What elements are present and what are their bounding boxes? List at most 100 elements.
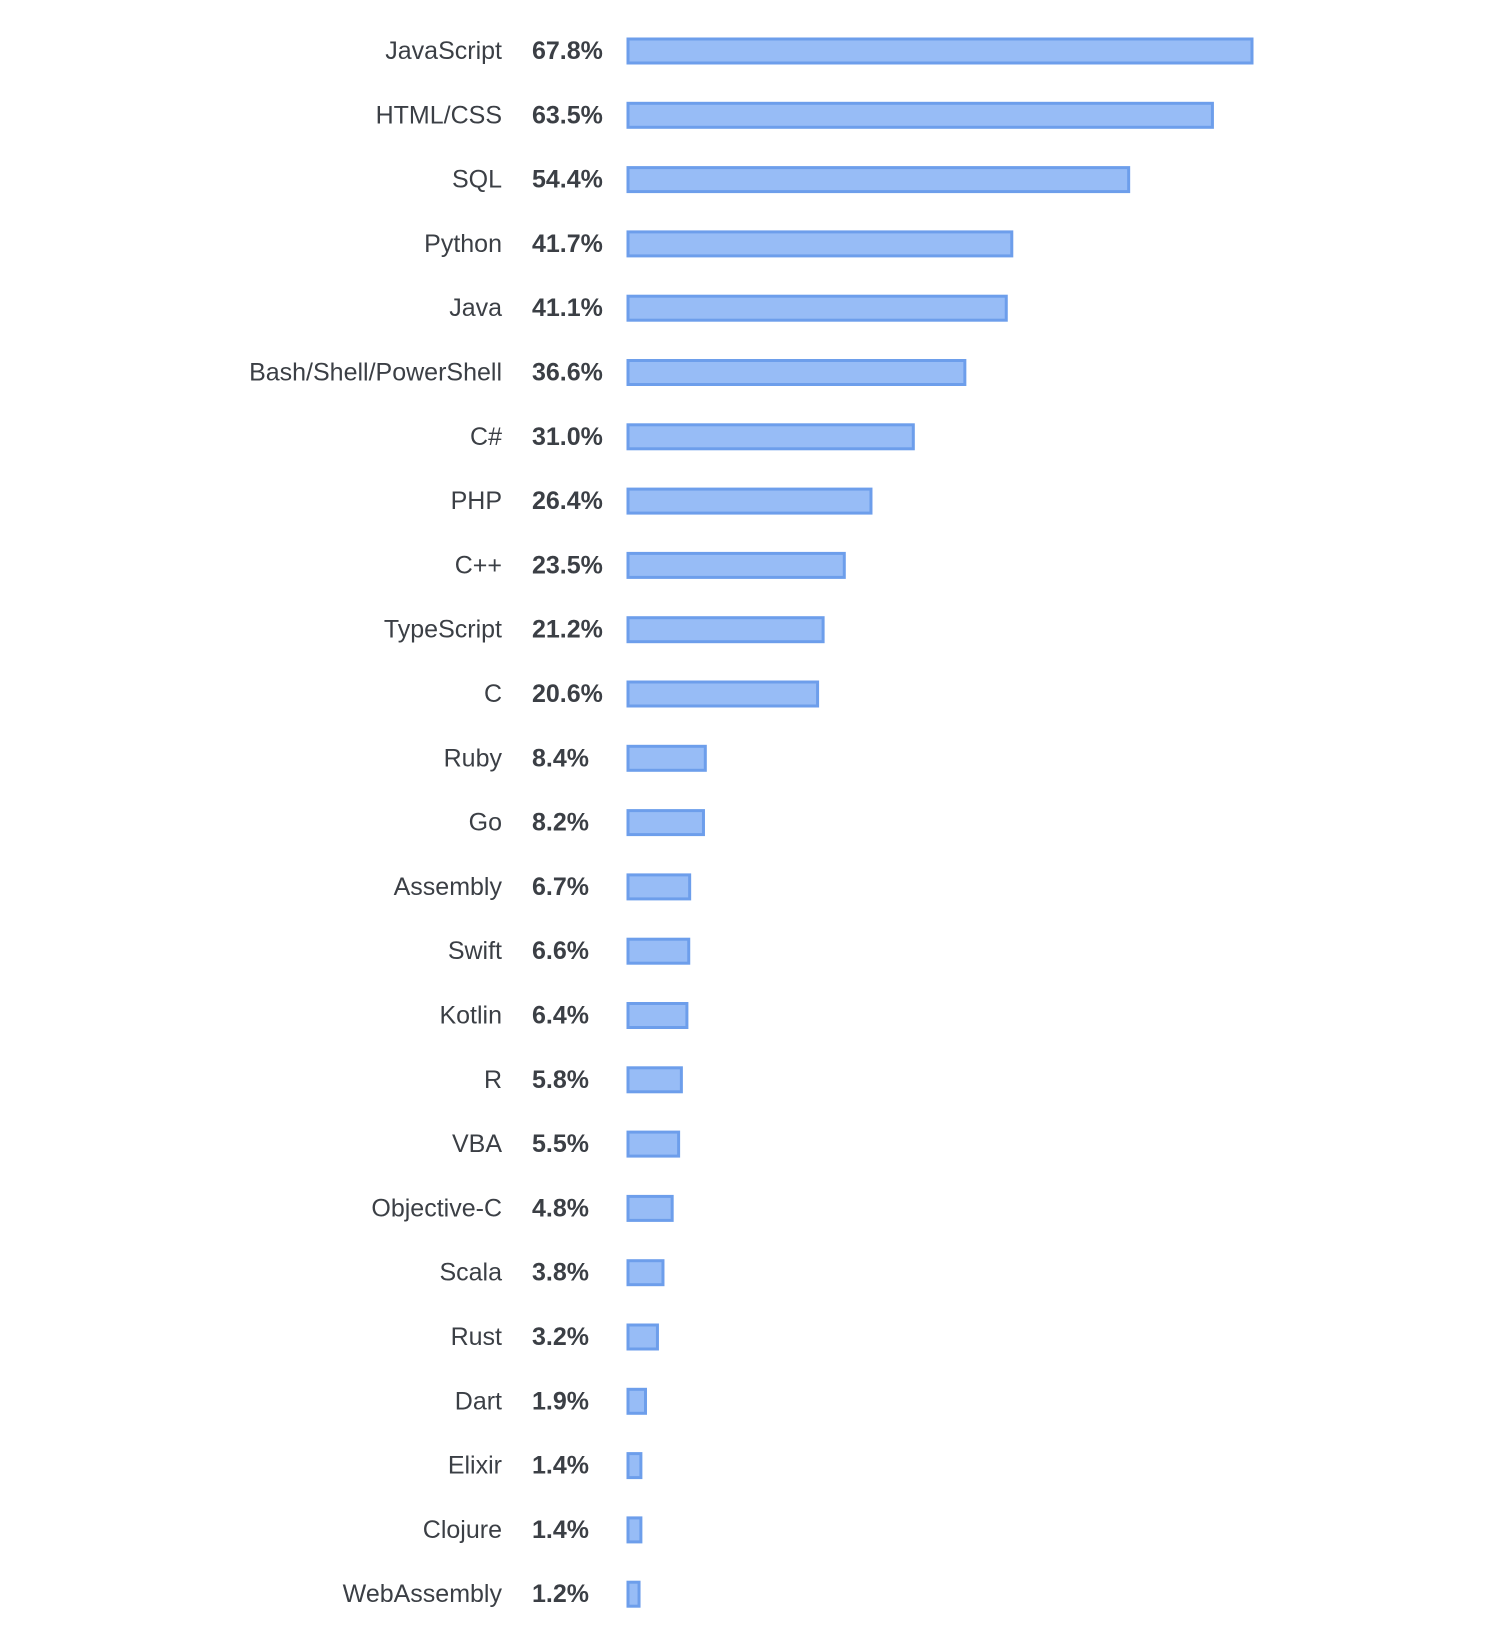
category-label: Rust — [451, 1323, 502, 1351]
value-label: 5.5% — [532, 1130, 589, 1158]
bar — [626, 1452, 643, 1480]
category-label: Kotlin — [439, 1002, 502, 1030]
value-label: 21.2% — [532, 616, 603, 644]
bar — [626, 1323, 659, 1351]
value-label: 26.4% — [532, 487, 603, 515]
category-label: Elixir — [448, 1452, 502, 1480]
value-label: 36.6% — [532, 359, 603, 387]
bar-row: Rust 3.2% — [451, 1323, 659, 1351]
value-label: 1.4% — [532, 1452, 589, 1480]
bar — [626, 1130, 681, 1158]
bar-row: JavaScript 67.8% — [385, 37, 1254, 65]
value-label: 63.5% — [532, 101, 603, 129]
bar-row: SQL 54.4% — [452, 166, 1131, 194]
category-label: Ruby — [444, 744, 503, 772]
bar-row: Kotlin 6.4% — [439, 1002, 689, 1030]
bar-row: Assembly 6.7% — [394, 873, 692, 901]
bar — [626, 1002, 689, 1029]
bar-row: C++ 23.5% — [455, 551, 846, 579]
value-label: 1.4% — [532, 1516, 589, 1544]
bar — [626, 680, 820, 708]
chart-rows: JavaScript 67.8% HTML/CSS 63.5% SQL 54.4% Pyth… — [249, 37, 1254, 1608]
bar — [626, 616, 825, 644]
category-label: Clojure — [423, 1516, 502, 1544]
bar-row: Dart 1.9% — [455, 1387, 647, 1415]
value-label: 67.8% — [532, 37, 603, 65]
value-label: 6.7% — [532, 873, 589, 901]
value-label: 5.8% — [532, 1066, 589, 1094]
category-label: WebAssembly — [343, 1580, 503, 1608]
bar — [626, 744, 707, 772]
category-label: R — [484, 1066, 502, 1094]
bar — [626, 166, 1131, 194]
bar-row: WebAssembly 1.2% — [343, 1580, 641, 1608]
category-label: Go — [469, 809, 502, 837]
bar — [626, 1259, 665, 1287]
bar — [626, 1387, 647, 1415]
bar-row: Python 41.7% — [424, 230, 1014, 258]
category-label: TypeScript — [384, 616, 502, 644]
value-label: 4.8% — [532, 1194, 589, 1222]
bar-row: TypeScript 21.2% — [384, 616, 825, 644]
category-label: C++ — [455, 551, 502, 579]
bar-row: C# 31.0% — [470, 423, 915, 451]
bar-row: Clojure 1.4% — [423, 1516, 643, 1544]
category-label: JavaScript — [385, 37, 502, 65]
category-label: Objective-C — [371, 1194, 502, 1222]
bar — [626, 487, 873, 515]
value-label: 23.5% — [532, 551, 603, 579]
category-label: Java — [449, 294, 502, 322]
bar — [626, 230, 1014, 258]
value-label: 31.0% — [532, 423, 603, 451]
value-label: 6.6% — [532, 937, 589, 965]
category-label: C# — [470, 423, 502, 451]
value-label: 1.9% — [532, 1387, 589, 1415]
value-label: 20.6% — [532, 680, 603, 708]
bar-row: Swift 6.6% — [448, 937, 691, 965]
bar — [626, 937, 691, 965]
value-label: 8.4% — [532, 744, 589, 772]
category-label: PHP — [451, 487, 502, 515]
bar — [626, 551, 846, 579]
value-label: 8.2% — [532, 809, 589, 837]
bar-row: HTML/CSS 63.5% — [376, 101, 1214, 129]
value-label: 54.4% — [532, 166, 603, 194]
bar-row: VBA 5.5% — [452, 1130, 681, 1158]
category-label: Assembly — [394, 873, 503, 901]
value-label: 3.2% — [532, 1323, 589, 1351]
bar-row: Ruby 8.4% — [444, 744, 707, 772]
bar-row: C 20.6% — [484, 680, 820, 708]
bar — [626, 1066, 683, 1094]
bar — [626, 1194, 674, 1222]
bar-row: Scala 3.8% — [439, 1259, 665, 1287]
bar-row: PHP 26.4% — [451, 487, 873, 515]
category-label: Python — [424, 230, 502, 258]
bar — [626, 359, 967, 386]
bar-row: Elixir 1.4% — [448, 1452, 643, 1480]
value-label: 3.8% — [532, 1259, 589, 1287]
bar-row: R 5.8% — [484, 1066, 683, 1094]
bar-row: Objective-C 4.8% — [371, 1194, 674, 1222]
bar — [626, 873, 692, 901]
category-label: Dart — [455, 1387, 502, 1415]
value-label: 1.2% — [532, 1580, 589, 1608]
bar-row: Bash/Shell/PowerShell 36.6% — [249, 359, 967, 387]
bar-row: Go 8.2% — [469, 809, 705, 837]
category-label: Swift — [448, 937, 502, 965]
value-label: 6.4% — [532, 1002, 589, 1030]
bar — [626, 809, 705, 837]
bar — [626, 37, 1254, 65]
category-label: Bash/Shell/PowerShell — [249, 359, 502, 387]
bar — [626, 1580, 641, 1608]
bar — [626, 1516, 643, 1544]
value-label: 41.7% — [532, 230, 603, 258]
category-label: VBA — [452, 1130, 502, 1158]
category-label: C — [484, 680, 502, 708]
bar — [626, 294, 1008, 322]
category-label: SQL — [452, 166, 502, 194]
bar-row: Java 41.1% — [449, 294, 1008, 322]
category-label: HTML/CSS — [376, 101, 502, 129]
bar — [626, 423, 915, 451]
category-label: Scala — [439, 1259, 502, 1287]
